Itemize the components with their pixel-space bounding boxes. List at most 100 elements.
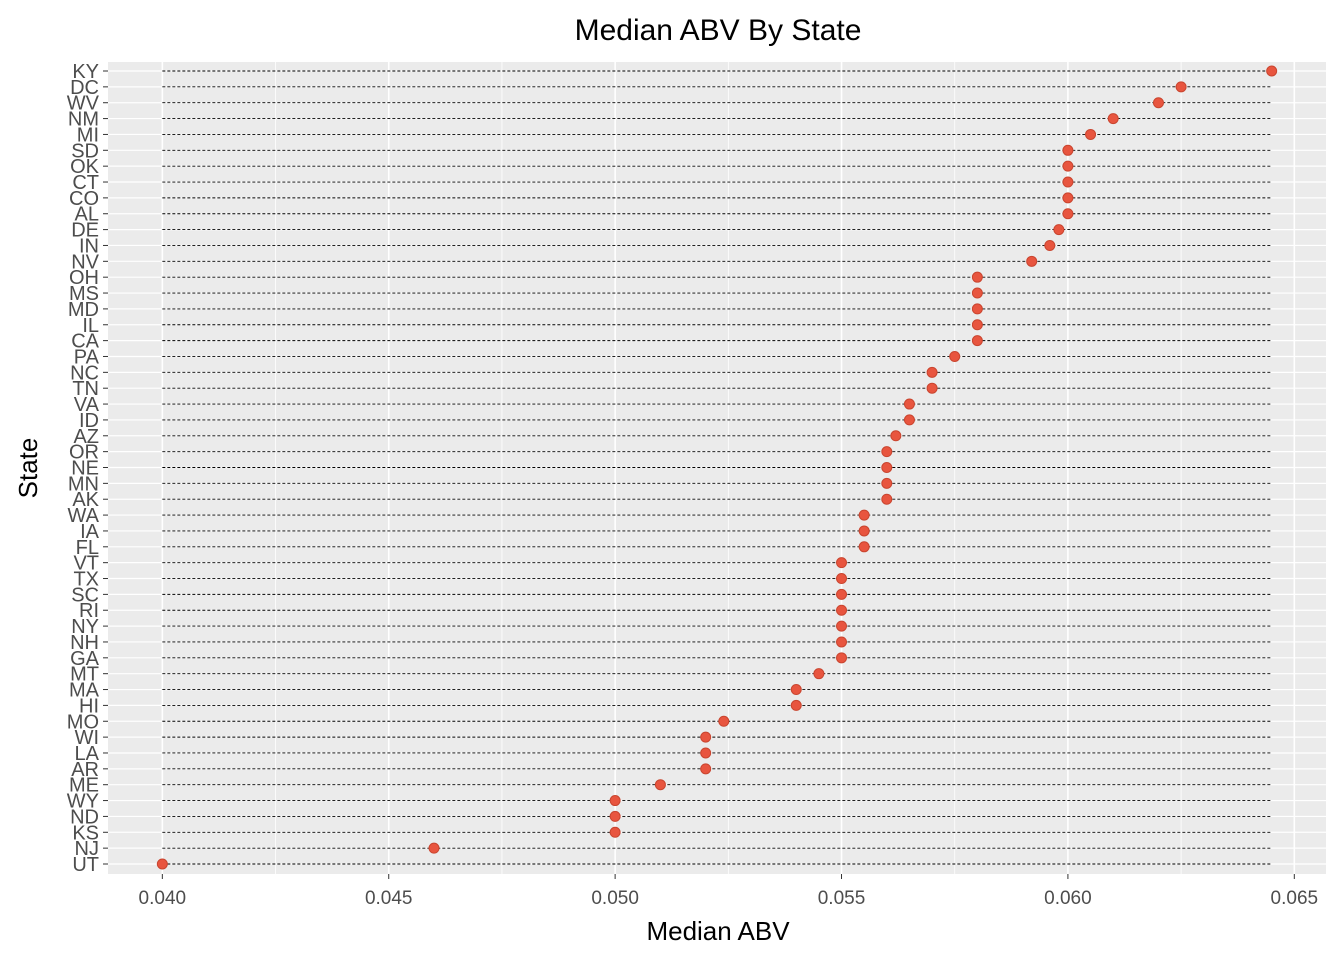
point-me — [654, 779, 666, 791]
point-ny — [836, 620, 848, 632]
point-nj — [428, 842, 440, 854]
x-tick-label: 0.050 — [591, 888, 639, 909]
point-de — [1053, 224, 1065, 236]
y-tick-label-or: OR — [69, 442, 99, 464]
y-tick-label-oh: OH — [69, 267, 99, 289]
point-id — [903, 414, 915, 426]
y-tick-label-ks: KS — [72, 822, 99, 844]
x-tick-label: 0.045 — [365, 888, 413, 909]
y-tick-label-vt: VT — [73, 553, 99, 575]
y-tick-label-al: AL — [75, 204, 99, 226]
y-tick-label-pa: PA — [74, 346, 100, 368]
y-tick-label-fl: FL — [76, 537, 99, 559]
y-tick-label-md: MD — [68, 299, 99, 321]
y-tick-label-nc: NC — [70, 362, 99, 384]
point-co — [1062, 192, 1074, 204]
y-tick-label-ar: AR — [71, 759, 99, 781]
point-nh — [836, 636, 848, 648]
y-tick-label-dc: DC — [70, 77, 99, 99]
y-tick-label-tx: TX — [73, 569, 99, 591]
y-tick-label-nj: NJ — [75, 838, 99, 860]
point-wa — [858, 509, 870, 521]
y-tick-label-mn: MN — [68, 473, 99, 495]
y-tick-label-ma: MA — [69, 680, 100, 702]
point-in — [1044, 239, 1056, 251]
point-az — [890, 430, 902, 442]
point-mt — [813, 668, 825, 680]
point-nc — [926, 366, 938, 378]
point-ar — [700, 763, 712, 775]
point-wv — [1152, 97, 1164, 109]
point-il — [971, 319, 983, 331]
y-tick-label-mi: MI — [77, 124, 99, 146]
y-tick-label-il: IL — [82, 315, 99, 337]
y-tick-label-mo: MO — [67, 711, 99, 733]
point-ma — [790, 684, 802, 696]
point-ne — [881, 462, 893, 473]
point-ms — [971, 287, 983, 299]
y-tick-label-mt: MT — [70, 664, 99, 686]
point-ks — [609, 826, 621, 838]
y-tick-label-sd: SD — [71, 140, 99, 162]
point-wi — [700, 731, 712, 743]
y-tick-label-ne: NE — [71, 458, 99, 480]
y-tick-label-ct: CT — [72, 172, 99, 194]
point-ky — [1266, 65, 1278, 77]
point-ok — [1062, 160, 1074, 172]
y-tick-label-sc: SC — [71, 584, 99, 606]
point-ak — [881, 493, 893, 505]
point-fl — [858, 541, 870, 553]
point-pa — [949, 350, 961, 362]
x-axis-title: Median ABV — [646, 916, 790, 946]
point-nv — [1026, 255, 1038, 267]
x-tick-label: 0.040 — [139, 888, 187, 909]
point-oh — [971, 271, 983, 283]
x-tick-label: 0.055 — [818, 888, 866, 909]
y-tick-label-ak: AK — [72, 489, 99, 511]
x-tick-label: 0.060 — [1044, 888, 1092, 909]
y-tick-label-ga: GA — [70, 648, 100, 670]
point-wy — [609, 795, 621, 807]
y-tick-label-va: VA — [74, 394, 100, 416]
y-tick-label-nh: NH — [70, 632, 99, 654]
point-dc — [1175, 81, 1187, 93]
x-tick-label: 0.065 — [1271, 888, 1319, 909]
point-ut — [156, 858, 168, 870]
y-tick-label-id: ID — [79, 410, 99, 432]
point-tx — [836, 573, 848, 585]
y-tick-label-in: IN — [79, 235, 99, 257]
y-tick-label-ca: CA — [71, 331, 99, 353]
y-tick-label-me: ME — [69, 775, 99, 797]
point-va — [903, 398, 915, 410]
y-tick-label-wa: WA — [68, 505, 100, 527]
y-tick-label-ky: KY — [72, 61, 99, 83]
y-tick-label-az: AZ — [73, 426, 99, 448]
y-axis: KYDCWVNMMISDOKCTCOALDEINNVOHMSMDILCAPANC… — [67, 61, 108, 876]
point-ia — [858, 525, 870, 537]
point-ca — [971, 335, 983, 347]
point-la — [700, 747, 712, 759]
y-tick-label-tn: TN — [72, 378, 99, 400]
y-tick-label-hi: HI — [79, 695, 99, 717]
y-tick-label-la: LA — [75, 743, 100, 765]
point-al — [1062, 208, 1074, 220]
x-axis: 0.040 0.045 0.050 0.055 0.060 0.065 — [139, 874, 1319, 909]
point-ri — [836, 604, 848, 616]
point-layer — [156, 65, 1278, 870]
point-ga — [836, 652, 848, 664]
point-mi — [1085, 128, 1097, 140]
point-nm — [1107, 113, 1119, 125]
y-tick-label-nm: NM — [68, 109, 99, 131]
point-ct — [1062, 176, 1074, 188]
y-tick-label-wi: WI — [75, 727, 99, 749]
point-md — [971, 303, 983, 315]
point-nd — [609, 810, 621, 822]
point-sc — [836, 588, 848, 600]
y-tick-label-ny: NY — [71, 616, 99, 638]
y-tick-label-wy: WY — [67, 791, 99, 813]
y-axis-title: State — [13, 438, 43, 499]
point-hi — [790, 699, 802, 711]
y-tick-label-ri: RI — [79, 600, 99, 622]
y-tick-label-ms: MS — [69, 283, 99, 305]
y-tick-label-nd: ND — [70, 806, 99, 828]
